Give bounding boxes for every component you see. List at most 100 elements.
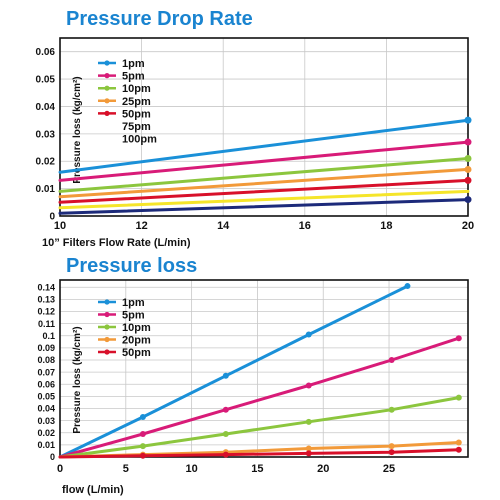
legend-marker-10pm [104,324,110,330]
y-tick-label: 0.1 [42,331,55,341]
series-line-10pm [58,157,470,193]
chart2-title: Pressure loss [66,255,198,277]
y-tick-label: 0.01 [36,184,56,195]
legend-marker-20pm [104,336,110,343]
y-axis-label: Pressure loss (kg/cm²) [72,326,83,433]
x-tick-label: 20 [317,463,329,475]
y-tick-label: 0.06 [36,47,56,58]
x-tick-label: 14 [217,220,230,232]
data-point-20pm [455,439,462,446]
data-point-10pm [455,394,462,401]
legend-marker-25pm [104,98,110,104]
data-point-50pm [388,449,395,456]
data-point-5pm [139,430,146,437]
y-tick-label: 0.05 [36,75,56,86]
legend-label-20pm: 20pm [122,335,151,347]
legend-marker-1pm [104,60,110,66]
data-point-10pm [388,406,395,413]
data-point-5pm [455,335,462,342]
plot-frame-1 [59,37,469,217]
y-tick-label: 0.01 [37,440,55,450]
series-line-100pm [58,198,470,215]
legend-marker-10pm [104,85,110,91]
series-line-1pm [58,118,470,174]
y-axis-label: Pressure loss (kg/cm²) [72,76,83,183]
y-tick-label: 0.14 [37,282,55,292]
chart1-title: Pressure Drop Rate [66,8,253,30]
x-tick-label: 10 [54,220,66,232]
data-point-5pm [388,357,395,364]
y-tick-label: 0 [50,452,55,462]
legend-label-10pm: 10pm [122,83,151,95]
y-tick-label: 0.03 [37,416,55,426]
series-line-5pm [58,336,461,459]
data-point-5pm [222,406,229,413]
series-line-50pm [58,178,470,204]
y-tick-label: 0.06 [37,379,55,389]
data-point-20pm [305,445,312,452]
y-tick-label: 0.04 [37,404,55,414]
legend-label-75pm: 75pm [122,121,151,133]
x-tick-label: 16 [299,220,311,232]
data-point-50pm [305,450,312,457]
y-tick-label: 0 [49,212,55,223]
legend-label-25pm: 25pm [122,96,151,108]
y-tick-label: 0.05 [37,392,55,402]
data-point-1pm [464,116,472,124]
data-point-50pm [139,452,146,459]
data-point-50pm [222,451,229,458]
y-tick-label: 0.03 [36,129,56,140]
y-tick-label: 0.02 [36,157,56,168]
series-line-50pm [58,448,461,459]
y-tick-label: 0.04 [36,102,56,113]
y-tick-label: 0.13 [37,295,55,305]
legend-marker-50pm [104,110,110,116]
legend-label-5pm: 5pm [122,71,145,83]
data-point-20pm [388,443,395,450]
legend-label-50pm: 50pm [122,347,151,359]
x-tick-label: 10 [185,463,197,475]
data-point-100pm [464,196,472,204]
x-tick-label: 0 [57,463,63,475]
legend-label-5pm: 5pm [122,310,145,322]
y-tick-label: 0.02 [37,428,55,438]
data-point-1pm [305,331,312,338]
x-axis-label: flow (L/min) [62,484,124,496]
x-tick-label: 5 [123,463,129,475]
chart2: 0 0.01 0.02 0.03 0.04 0.05 0.06 0.07 0.08 0.09 0.1… [37,279,469,496]
legend-label-1pm: 1pm [122,297,145,309]
x-tick-label: 20 [462,220,474,232]
x-tick-label: 18 [380,220,392,232]
series-line-5pm [58,140,470,182]
x-tick-label: 15 [251,463,263,475]
chart1: 0 0.01 0.02 0.03 0.04 0.05 0.06 10 12 14 16 18 20 10”… [36,37,474,249]
data-point-50pm [464,176,472,184]
series-line-75pm [58,189,470,210]
plot-frame-2 [59,279,469,458]
x-axis-label: 10” Filters Flow Rate (L/min) [42,237,191,249]
legend-label-1pm: 1pm [122,58,145,70]
legend-label-50pm: 50pm [122,108,151,120]
y-tick-label: 0.11 [38,319,55,329]
data-point-10pm [222,430,229,437]
legend-label-100pm: 100pm [122,134,157,146]
data-point-10pm [464,154,472,162]
series-line-10pm [58,396,461,459]
y-tick-label: 0.07 [37,367,55,377]
series-line-25pm [58,167,470,199]
data-point-10pm [139,443,146,450]
data-point-1pm [222,372,229,379]
x-tick-label: 12 [135,220,147,232]
legend-label-10pm: 10pm [122,322,151,334]
data-point-50pm [455,446,462,453]
y-tick-label: 0.09 [37,343,55,353]
data-point-5pm [464,138,472,146]
legend-marker-5pm [104,311,110,318]
legend-marker-5pm [104,73,110,79]
data-point-5pm [305,382,312,389]
data-point-1pm [404,283,411,290]
data-point-1pm [139,413,146,420]
legend-marker-1pm [104,299,110,305]
